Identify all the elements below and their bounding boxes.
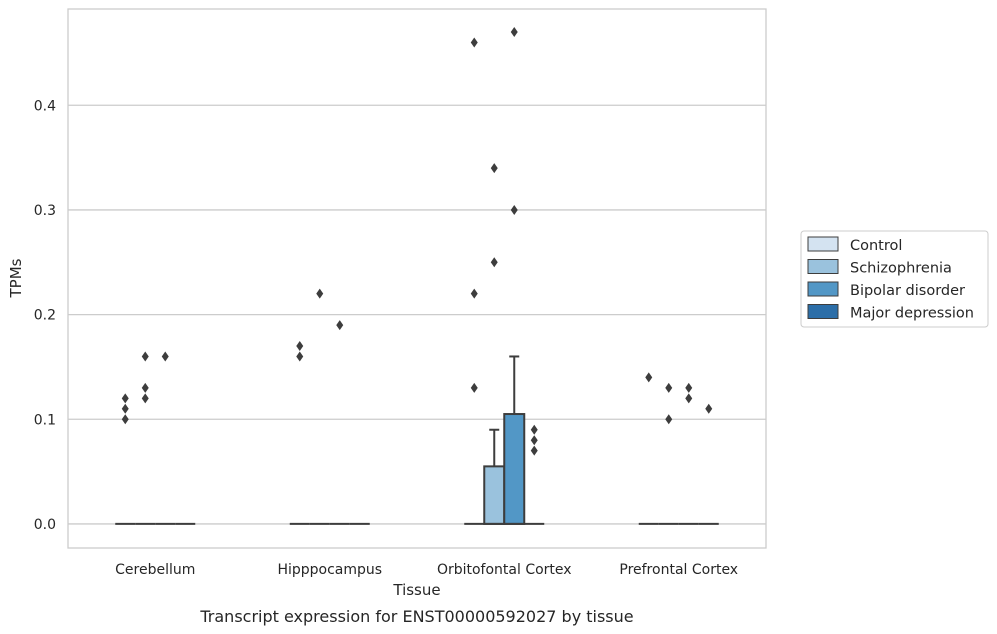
y-tick-label: 0.2: [34, 308, 56, 324]
y-tick-label: 0.3: [34, 203, 56, 219]
legend-swatch: [807, 236, 839, 252]
outlier-point: [296, 341, 304, 352]
outlier-point: [490, 163, 498, 174]
outlier-point: [530, 445, 538, 456]
outlier-point: [141, 382, 149, 393]
outlier-point: [470, 37, 478, 48]
outlier-point: [141, 393, 149, 404]
outlier-point: [665, 414, 673, 425]
x-tick-label: Prefrontal Cortex: [619, 562, 738, 578]
chart-caption: Transcript expression for ENST0000059202…: [199, 607, 633, 626]
outlier-point: [685, 393, 693, 404]
outlier-point: [490, 257, 498, 268]
outlier-point: [705, 403, 713, 414]
legend-item: Schizophrenia: [807, 259, 952, 277]
legend-label: Major depression: [850, 306, 974, 322]
y-tick-label: 0.1: [34, 412, 56, 428]
legend-label: Schizophrenia: [850, 261, 952, 277]
outlier-point: [121, 403, 129, 414]
legend-swatch: [807, 259, 839, 274]
x-tick-label: Orbitofontal Cortex: [437, 562, 572, 578]
outlier-point: [510, 204, 518, 215]
outlier-point: [665, 382, 673, 393]
outlier-point: [645, 372, 653, 383]
legend-item: Bipolar disorder: [807, 281, 965, 299]
x-tick-label: Cerebellum: [115, 562, 195, 578]
outlier-point: [336, 320, 344, 331]
legend-frame: [800, 230, 989, 328]
legend-swatch: [807, 304, 839, 319]
x-axis: Cerebellum Hipppocampus Orbitofontal Corte…: [115, 562, 738, 578]
legend: Control Schizophrenia Bipolar disorder Majo…: [800, 230, 989, 328]
box-series: [115, 355, 719, 525]
outlier-point: [141, 351, 149, 362]
grid-lines: [68, 104, 766, 525]
box-body: [503, 413, 526, 525]
outlier-point: [530, 424, 538, 435]
outlier-point: [510, 27, 518, 38]
y-tick-label: 0.0: [34, 517, 56, 533]
legend-swatch: [807, 281, 839, 297]
outlier-point: [316, 288, 324, 299]
outliers: [121, 27, 713, 456]
outlier-point: [530, 435, 538, 446]
x-axis-title: Tissue: [392, 581, 440, 599]
y-axis: 0.0 0.1 0.2 0.3 0.4: [34, 98, 56, 533]
outlier-point: [121, 393, 129, 404]
legend-label: Bipolar disorder: [850, 283, 965, 299]
legend-item: Major depression: [807, 304, 974, 322]
outlier-point: [470, 288, 478, 299]
outlier-point: [161, 351, 169, 362]
box-body: [483, 465, 506, 525]
legend-item: Control: [807, 236, 902, 254]
box: [483, 428, 506, 525]
box: [503, 355, 526, 525]
outlier-point: [685, 382, 693, 393]
legend-label: Control: [850, 238, 902, 254]
plot-area: [67, 8, 767, 549]
y-tick-label: 0.4: [34, 98, 56, 114]
outlier-point: [121, 414, 129, 425]
outlier-point: [470, 382, 478, 393]
outlier-point: [296, 351, 304, 362]
x-tick-label: Hipppocampus: [277, 562, 382, 578]
y-axis-title: TPMs: [7, 258, 25, 298]
